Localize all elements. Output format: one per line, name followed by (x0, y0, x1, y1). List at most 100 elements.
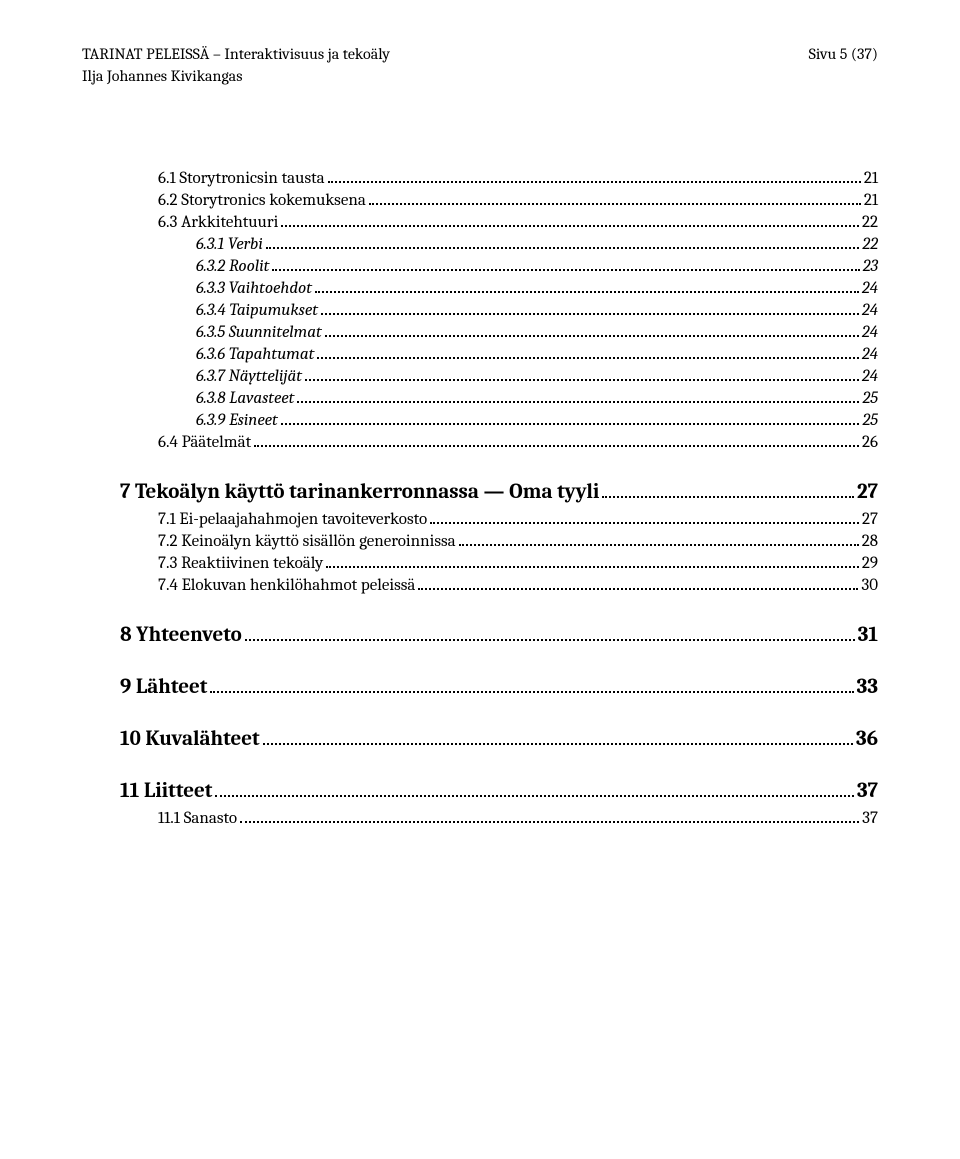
toc-page: 27 (862, 510, 878, 529)
toc-label: 7.4 Elokuvan henkilöhahmot peleissä (158, 576, 415, 595)
toc-label: 8 Yhteenveto (120, 623, 242, 647)
table-of-contents: 6.1 Storytronicsin tausta 21 6.2 Storytr… (82, 169, 878, 828)
toc-label: 7.3 Reaktiivinen tekoäly (158, 554, 323, 573)
toc-page: 30 (861, 576, 878, 595)
toc-page: 22 (862, 235, 878, 254)
toc-leader (602, 496, 854, 498)
toc-label: 6.1 Storytronicsin tausta (158, 169, 325, 188)
toc-entry: 10 Kuvalähteet 36 (120, 727, 878, 751)
toc-page: 21 (864, 191, 878, 210)
toc-leader (305, 379, 859, 381)
toc-leader (430, 522, 859, 524)
toc-entry: 6.3.8 Lavasteet 25 (120, 389, 878, 408)
toc-label: 6.3 Arkkitehtuuri (158, 213, 278, 232)
toc-entry: 6.3.7 Näyttelijät 24 (120, 367, 878, 386)
toc-page: 24 (862, 345, 878, 364)
toc-entry: 6.3 Arkkitehtuuri 22 (120, 213, 878, 232)
toc-page: 28 (862, 532, 878, 551)
toc-page: 24 (862, 301, 878, 320)
toc-leader (272, 269, 859, 271)
toc-page: 27 (857, 480, 878, 504)
header-title: TARINAT PELEISSÄ – Interaktivisuus ja te… (82, 44, 390, 66)
toc-entry: 11.1 Sanasto 37 (120, 809, 878, 828)
toc-label: 6.3.4 Taipumukset (196, 301, 318, 320)
page-indicator: Sivu 5 (37) (809, 44, 878, 66)
toc-leader (254, 445, 859, 447)
toc-leader (281, 423, 860, 425)
toc-leader (281, 225, 859, 227)
toc-page: 25 (862, 411, 878, 430)
toc-label: 7.1 Ei-pelaajahahmojen tavoiteverkosto (158, 510, 427, 529)
page-header: TARINAT PELEISSÄ – Interaktivisuus ja te… (82, 44, 878, 87)
toc-label: 6.3.6 Tapahtumat (196, 345, 314, 364)
toc-label: 6.3.5 Suunnitelmat (196, 323, 322, 342)
toc-leader (369, 203, 861, 205)
toc-leader (459, 544, 859, 546)
page: TARINAT PELEISSÄ – Interaktivisuus ja te… (0, 0, 960, 890)
toc-leader (328, 181, 861, 183)
toc-page: 37 (857, 779, 878, 803)
toc-leader (326, 566, 859, 568)
toc-entry: 6.4 Päätelmät 26 (120, 433, 878, 452)
toc-label: 11.1 Sanasto (158, 809, 237, 828)
toc-label: 6.3.3 Vaihtoehdot (196, 279, 312, 298)
toc-entry: 6.3.5 Suunnitelmat 24 (120, 323, 878, 342)
toc-leader (321, 313, 859, 315)
toc-entry: 6.3.4 Taipumukset 24 (120, 301, 878, 320)
toc-leader (245, 639, 855, 641)
toc-entry: 11 Liitteet 37 (120, 779, 878, 803)
toc-entry: 9 Lähteet 33 (120, 675, 878, 699)
toc-label: 9 Lähteet (120, 675, 207, 699)
toc-page: 29 (862, 554, 878, 573)
toc-label: 7 Tekoälyn käyttö tarinankerronnassa — O… (120, 480, 599, 504)
toc-page: 31 (858, 623, 878, 647)
toc-entry: 7.4 Elokuvan henkilöhahmot peleissä 30 (120, 576, 878, 595)
toc-page: 26 (862, 433, 878, 452)
header-left: TARINAT PELEISSÄ – Interaktivisuus ja te… (82, 44, 390, 87)
toc-label: 6.3.8 Lavasteet (196, 389, 294, 408)
toc-page: 24 (862, 323, 878, 342)
toc-label: 7.2 Keinoälyn käyttö sisällön generoinni… (158, 532, 456, 551)
toc-label: 6.3.9 Esineet (196, 411, 278, 430)
header-author: Ilja Johannes Kivikangas (82, 66, 390, 88)
toc-entry: 7.1 Ei-pelaajahahmojen tavoiteverkosto 2… (120, 510, 878, 529)
toc-leader (266, 247, 860, 249)
toc-page: 33 (857, 675, 878, 699)
toc-leader (317, 357, 859, 359)
toc-label: 11 Liitteet (120, 779, 212, 803)
toc-entry: 7 Tekoälyn käyttö tarinankerronnassa — O… (120, 480, 878, 504)
toc-entry: 6.3.1 Verbi 22 (120, 235, 878, 254)
toc-label: 6.3.2 Roolit (196, 257, 269, 276)
toc-label: 6.2 Storytronics kokemuksena (158, 191, 366, 210)
toc-page: 22 (862, 213, 878, 232)
toc-label: 10 Kuvalähteet (120, 727, 260, 751)
toc-leader (215, 795, 854, 797)
toc-page: 24 (862, 367, 878, 386)
toc-page: 23 (863, 257, 878, 276)
toc-leader (263, 743, 853, 745)
toc-label: 6.3.7 Näyttelijät (196, 367, 302, 386)
toc-entry: 8 Yhteenveto 31 (120, 623, 878, 647)
toc-page: 21 (864, 169, 878, 188)
toc-label: 6.3.1 Verbi (196, 235, 263, 254)
header-right: Sivu 5 (37) (809, 44, 878, 87)
toc-leader (210, 691, 853, 693)
toc-entry: 6.3.6 Tapahtumat 24 (120, 345, 878, 364)
toc-entry: 6.2 Storytronics kokemuksena 21 (120, 191, 878, 210)
toc-entry: 7.2 Keinoälyn käyttö sisällön generoinni… (120, 532, 878, 551)
toc-leader (418, 588, 858, 590)
toc-entry: 7.3 Reaktiivinen tekoäly 29 (120, 554, 878, 573)
toc-entry: 6.1 Storytronicsin tausta 21 (120, 169, 878, 188)
toc-page: 37 (862, 809, 878, 828)
toc-label: 6.4 Päätelmät (158, 433, 251, 452)
toc-entry: 6.3.3 Vaihtoehdot 24 (120, 279, 878, 298)
toc-leader (315, 291, 859, 293)
toc-entry: 6.3.2 Roolit 23 (120, 257, 878, 276)
toc-leader (297, 401, 859, 403)
toc-page: 36 (856, 727, 878, 751)
toc-leader (240, 821, 859, 823)
toc-page: 24 (862, 279, 878, 298)
toc-entry: 6.3.9 Esineet 25 (120, 411, 878, 430)
toc-leader (325, 335, 859, 337)
toc-page: 25 (862, 389, 878, 408)
